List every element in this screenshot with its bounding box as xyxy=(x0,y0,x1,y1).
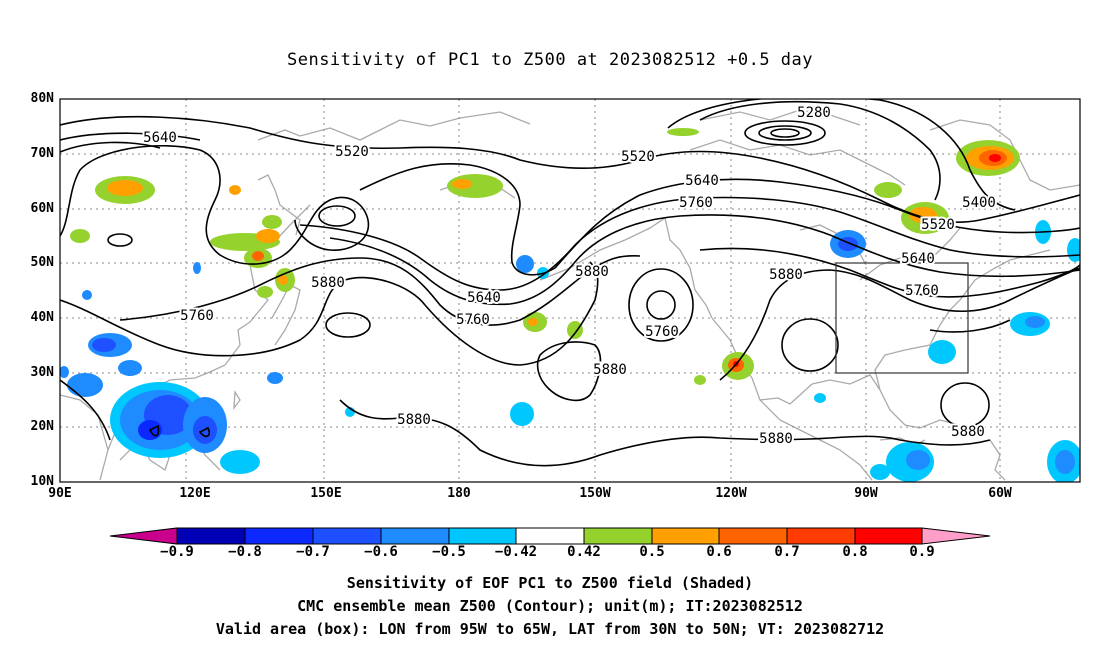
colorbar-swatch xyxy=(448,527,517,545)
contour-label: 5880 xyxy=(769,267,803,283)
contour-label: 5520 xyxy=(621,149,655,165)
contour-label: 5760 xyxy=(679,195,713,211)
colorbar-swatch xyxy=(515,527,585,545)
lat-label: 70N xyxy=(30,146,54,161)
lat-label: 60N xyxy=(30,201,54,216)
lon-label: 120W xyxy=(715,486,747,501)
colorbar-label: 0.7 xyxy=(774,544,800,560)
colorbar-label: 0.9 xyxy=(909,544,935,560)
lon-label: 150W xyxy=(579,486,611,501)
caption-valid-area: Valid area (box): LON from 95W to 65W, L… xyxy=(215,620,885,638)
colorbar-swatch xyxy=(854,527,923,545)
caption-contour: CMC ensemble mean Z500 (Contour); unit(m… xyxy=(297,597,803,615)
contour-label: 5640 xyxy=(143,130,177,146)
lon-label: 180 xyxy=(447,486,471,501)
lon-label: 60W xyxy=(988,486,1012,501)
contour-label: 5880 xyxy=(575,264,609,280)
valid-area-box xyxy=(835,262,969,374)
colorbar-swatch xyxy=(651,527,720,545)
contour-label: 5880 xyxy=(397,412,431,428)
contour-label: 5880 xyxy=(951,424,985,440)
colorbar-low-end xyxy=(109,527,178,545)
contour-label: 5280 xyxy=(797,105,831,121)
colorbar-label: −0.9 xyxy=(160,544,194,560)
contour-label: 5760 xyxy=(180,308,214,324)
colorbar-label: 0.8 xyxy=(842,544,868,560)
contour-label: 5880 xyxy=(593,362,627,378)
contour-label: 5520 xyxy=(921,217,955,233)
colorbar-label: −0.8 xyxy=(228,544,262,560)
lon-label: 90E xyxy=(48,486,72,501)
colorbar-label: −0.42 xyxy=(494,544,538,560)
colorbar-label: −0.7 xyxy=(296,544,330,560)
lon-label: 90W xyxy=(854,486,878,501)
colorbar-swatch xyxy=(786,527,856,545)
lat-label: 30N xyxy=(30,365,54,380)
lat-label: 10N xyxy=(30,474,54,489)
map-title: Sensitivity of PC1 to Z500 at 2023082512… xyxy=(286,50,813,70)
contour-label: 5640 xyxy=(901,251,935,267)
contour-label: 5880 xyxy=(311,275,345,291)
colorbar-label: 0.6 xyxy=(706,544,732,560)
colorbar-label: 0.5 xyxy=(639,544,665,560)
colorbar-swatch xyxy=(312,527,382,545)
contour-label: 5400 xyxy=(962,195,996,211)
colorbar-label: 0.42 xyxy=(567,544,601,560)
colorbar-swatch xyxy=(176,527,246,545)
colorbar-swatch xyxy=(244,527,314,545)
colorbar-swatch xyxy=(583,527,653,545)
contour-label: 5760 xyxy=(456,312,490,328)
contour-label: 5760 xyxy=(645,324,679,340)
colorbar xyxy=(109,527,991,545)
contour-label: 5880 xyxy=(759,431,793,447)
contour-label: 5640 xyxy=(685,173,719,189)
colorbar-label: −0.5 xyxy=(432,544,466,560)
colorbar-swatch xyxy=(718,527,788,545)
plot-frame xyxy=(59,98,1081,483)
contour-label: 5760 xyxy=(905,283,939,299)
lat-label: 80N xyxy=(30,91,54,106)
plot-area xyxy=(60,99,1080,482)
caption-shading: Sensitivity of EOF PC1 to Z500 field (Sh… xyxy=(346,574,754,592)
contour-labels: 5280 5400 5520 5520 5520 5640 5640 5640 … xyxy=(141,103,998,449)
lat-label: 40N xyxy=(30,310,54,325)
lon-label: 120E xyxy=(179,486,211,501)
contour-label: 5640 xyxy=(467,290,501,306)
contour-label: 5520 xyxy=(335,144,369,160)
positive-sensitivity-patches xyxy=(70,128,1020,385)
grid-lines xyxy=(60,99,1080,482)
colorbar-label: −0.6 xyxy=(364,544,398,560)
z500-contours xyxy=(60,99,1080,467)
colorbar-swatch xyxy=(380,527,450,545)
lat-label: 50N xyxy=(30,255,54,270)
lon-label: 150E xyxy=(310,486,342,501)
colorbar-high-end xyxy=(921,527,991,545)
lat-label: 20N xyxy=(30,419,54,434)
